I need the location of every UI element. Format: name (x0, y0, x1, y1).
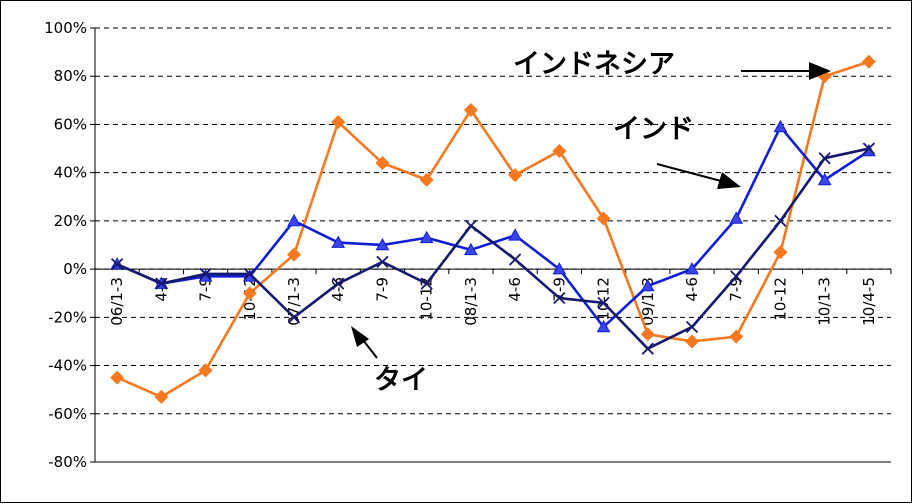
x-tick-label: 7-9 (373, 277, 391, 302)
y-tick-label: 20% (54, 212, 87, 230)
data-point (287, 247, 301, 262)
x-tick-label: 08/1-3 (462, 277, 480, 326)
series-line (116, 60, 870, 399)
data-point (817, 172, 832, 186)
data-point (464, 242, 478, 256)
data-point (729, 211, 744, 224)
data-point (730, 270, 743, 283)
y-tick-label: -60% (48, 405, 87, 423)
data-point (596, 211, 611, 226)
data-point (331, 235, 346, 248)
data-point (773, 119, 788, 133)
data-point (685, 320, 699, 334)
data-point (552, 143, 567, 158)
series-1 (110, 119, 876, 333)
data-point (685, 262, 699, 275)
data-point (861, 54, 876, 69)
y-tick-label: 80% (54, 67, 87, 85)
data-point (552, 262, 567, 275)
data-point (596, 319, 611, 333)
data-point (243, 267, 256, 281)
annotation-thai: タイ (374, 365, 428, 396)
arrow-india (656, 163, 722, 182)
data-point (419, 172, 434, 187)
series-2 (110, 142, 876, 355)
annotations: インドネシア インド タイ (351, 49, 831, 396)
arrow-head-indonesia (809, 62, 831, 80)
y-tick-label: -20% (48, 308, 87, 326)
y-tick-label: 60% (54, 115, 87, 133)
y-axis-ticks: 100% 80% 60% 40% 20% 0% -20% -40% -60% -80% (44, 19, 95, 471)
data-point (154, 389, 169, 404)
data-point (597, 296, 610, 310)
data-point (773, 245, 788, 260)
data-point (375, 237, 390, 251)
data-point (774, 214, 787, 228)
annotation-indonesia: インドネシア (513, 49, 675, 80)
x-tick-label: 10/1-3 (816, 277, 834, 326)
y-tick-label: 40% (54, 164, 87, 182)
data-point (464, 219, 478, 232)
data-point (641, 342, 654, 355)
data-point (155, 277, 168, 290)
data-point (640, 327, 655, 342)
arrow-head-india (717, 172, 741, 189)
data-point (376, 255, 389, 269)
x-tick-label: 10/4-5 (860, 277, 878, 326)
data-point (287, 213, 301, 227)
x-tick-label: 4-6 (329, 277, 347, 302)
data-point (198, 363, 213, 378)
series-group (110, 54, 876, 404)
data-point (463, 102, 478, 117)
annotation-india: インド (613, 114, 694, 145)
data-point (110, 258, 124, 271)
data-point (242, 286, 257, 301)
series-0 (110, 54, 876, 404)
data-point (818, 152, 831, 165)
data-point (419, 230, 434, 244)
data-point (287, 311, 301, 324)
arrow-head-thai (351, 326, 369, 347)
x-tick-label: 7-9 (727, 277, 745, 302)
y-tick-label: 100% (44, 19, 87, 37)
data-point (685, 334, 699, 349)
data-point (640, 278, 655, 292)
data-point (508, 168, 523, 183)
data-point (331, 115, 346, 130)
data-point (420, 277, 433, 290)
data-point (375, 156, 390, 171)
arrow-thai (362, 339, 378, 359)
y-tick-label: -40% (48, 357, 87, 375)
data-point (508, 228, 522, 241)
data-point (508, 253, 522, 266)
x-tick-label: 7-9 (197, 277, 215, 302)
x-tick-label: 4-6 (683, 277, 701, 302)
x-tick-label: 4-6 (506, 277, 524, 302)
y-tick-label: -80% (48, 453, 87, 471)
x-tick-label: 10-12 (595, 277, 613, 321)
y-tick-label: 0% (63, 260, 87, 278)
data-point (110, 370, 125, 385)
data-point (862, 142, 876, 155)
x-tick-label: 10-12 (771, 277, 789, 321)
data-point (553, 291, 566, 305)
series-line (116, 147, 870, 350)
data-point (332, 277, 345, 290)
x-tick-label: 06/1-3 (108, 277, 126, 326)
data-point (729, 329, 744, 344)
data-point (199, 267, 212, 281)
